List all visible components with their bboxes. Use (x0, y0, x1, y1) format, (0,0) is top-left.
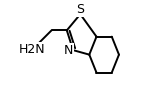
Text: H2N: H2N (18, 43, 45, 56)
Text: N: N (64, 44, 73, 57)
Text: S: S (76, 3, 84, 16)
